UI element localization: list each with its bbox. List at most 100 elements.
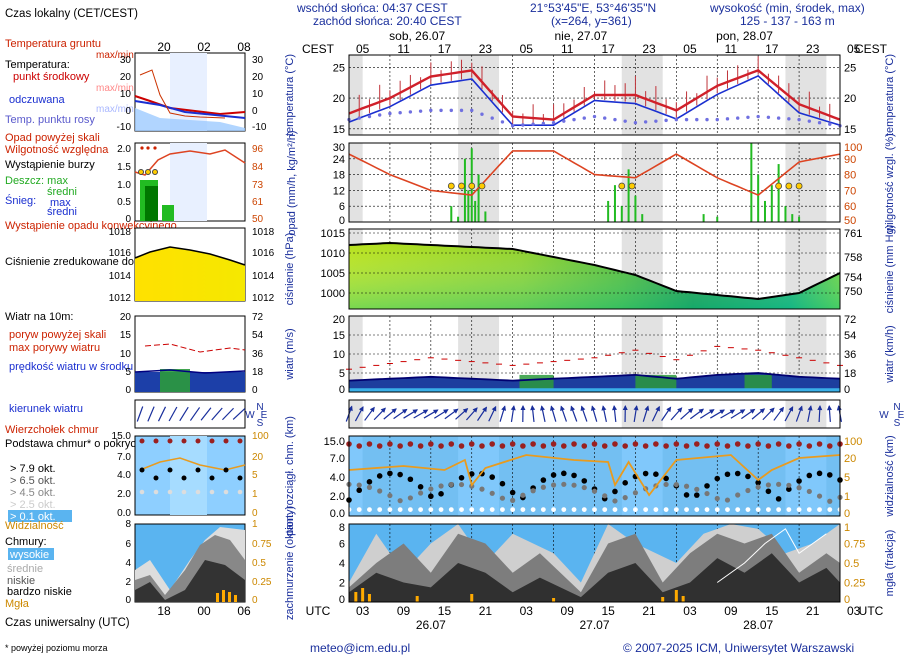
- temp-left-tick-0: 25: [333, 62, 345, 74]
- pres-left-tick-3: 1000: [321, 288, 345, 300]
- legend-cov-vlow: [135, 560, 245, 602]
- lw-r2: 36: [252, 349, 264, 360]
- email-link[interactable]: meteo@icm.edu.pl: [310, 641, 411, 655]
- frame-pres: [348, 228, 841, 310]
- cloud-base-dot-a-69: [816, 470, 823, 477]
- legend-base-dot-3: [181, 475, 187, 481]
- pres-left-tick-2: 1005: [321, 268, 345, 280]
- top-hour-12: 05: [847, 42, 861, 56]
- top-day-1: nie, 27.07: [555, 29, 608, 43]
- cloud-base-dot-a-30: [550, 472, 557, 478]
- cloud-base-dot-a-66: [796, 478, 802, 484]
- cloud-band-0: [349, 436, 363, 516]
- pressure-line: [348, 241, 841, 301]
- dew-point-69: [817, 120, 822, 125]
- dew-point-49.5: [684, 117, 689, 122]
- legend-prec-night: [170, 143, 207, 221]
- title-wind-right: wiatr (km/h): [884, 325, 896, 383]
- lc-l4: 0.0: [117, 508, 131, 519]
- cov-right-tick-1: 0.75: [844, 539, 865, 551]
- dew-point-10.5: [418, 109, 423, 113]
- dew-point-7.5: [398, 110, 402, 115]
- top-day-0: sob, 26.07: [389, 29, 445, 43]
- cloud-base-dot-b-42: [632, 490, 639, 496]
- cloud-base-dot-c-6: [387, 507, 393, 512]
- lt-l4: -10: [117, 122, 132, 133]
- top-tz-right: CEST: [855, 42, 888, 56]
- bottom-hour-0: 03: [356, 604, 370, 618]
- lpr-r0: 1018: [252, 227, 275, 238]
- temp-right-tick-1: 20: [844, 93, 856, 105]
- cloud-base-dot-c-19.5: [479, 507, 485, 512]
- rain-bar-17: [757, 174, 760, 222]
- legend-arrow-0: [136, 406, 144, 422]
- dew-point-31.5: [562, 119, 566, 123]
- dew-point-48: [674, 117, 679, 122]
- cloud-base-dot-b-24: [510, 497, 516, 503]
- cloud-base-dot-b-51: [694, 486, 700, 492]
- dew-point-43.5: [643, 120, 648, 124]
- cov-high-line: [716, 528, 827, 583]
- wind-left-tick-0: 20: [333, 314, 345, 326]
- lp-r3: 61: [252, 197, 264, 208]
- frame-cloud: [348, 435, 841, 517]
- legend-arrow-4: [179, 406, 189, 422]
- legend-arrow-9: [232, 408, 246, 420]
- legend-cloud-dots: [139, 438, 243, 495]
- fog-bar-0: [354, 592, 358, 602]
- pres-right-tick-3: 750: [844, 286, 862, 298]
- cloud-top-dot-4.5: [376, 443, 383, 449]
- wind-arrowhead-39: [612, 405, 618, 411]
- rain-bar-19: [770, 185, 773, 222]
- night-band-prec-3: [785, 143, 827, 222]
- legend-visibility: Widzialność: [5, 520, 64, 532]
- wind-arrowhead-7.5: [401, 408, 408, 414]
- wind-arrowhead-21: [491, 405, 497, 412]
- prec-left-tick-3: 12: [333, 185, 345, 197]
- fog-bar-6: [661, 597, 665, 602]
- wind-green-1: [635, 374, 677, 392]
- lt-r0: 30: [252, 55, 264, 66]
- legend-rain-mid-bars: [145, 186, 158, 221]
- legend-wind-fill2: [160, 369, 190, 392]
- cloud-top-dot-31.5: [561, 443, 567, 449]
- cloud-base-dot-c-49.5: [684, 507, 689, 512]
- legend-okt-4-bg: [8, 510, 72, 522]
- rain-bar-12: [634, 195, 637, 222]
- lt-l1: 20: [120, 72, 132, 83]
- bottom-hour-5: 09: [561, 604, 575, 618]
- cloud-top-dot-39: [612, 441, 618, 447]
- rain-bar-3: [467, 190, 470, 222]
- cloud-base-dot-a-21: [489, 474, 496, 480]
- wind-arrowhead-43.5: [644, 405, 650, 411]
- dew-point-25.5: [521, 123, 525, 127]
- title-prec-left: opad (mm/h, kg/m²/h): [286, 130, 298, 235]
- legend-snow: Śnieg:: [5, 194, 36, 207]
- bottom-hour-11: 21: [806, 604, 820, 618]
- fog-bar-7: [674, 590, 678, 602]
- cloud-base-dot-c-31.5: [561, 507, 567, 512]
- legend-okt-0: > 7.9 okt.: [10, 463, 56, 475]
- cov-very-low: [349, 553, 840, 602]
- legend-fog-bar-1: [222, 590, 225, 602]
- cloud-base-dot-a-70.5: [826, 472, 833, 478]
- cloud-base-dot-a-13.5: [438, 491, 444, 497]
- cloud-top-dot-57: [734, 441, 741, 447]
- cloud-top-dot-24: [509, 441, 516, 447]
- cloud-base-dot-b-16.5: [458, 481, 465, 488]
- dew-point-30: [551, 120, 556, 125]
- cloud-top-dot-48: [673, 441, 680, 447]
- dew-point-57: [736, 116, 740, 120]
- wind-arrowhead-64.5: [788, 406, 794, 412]
- bottom-hour-2: 15: [438, 604, 452, 618]
- legend-wind-mean-1: prędkość wiatru w środku obszaru: [9, 361, 175, 373]
- cov-left-tick-1: 6: [339, 539, 345, 551]
- rain-bar-1: [457, 216, 460, 222]
- legend-soil-temp-sub: max/min: [96, 50, 134, 61]
- lc-l2: 4.0: [117, 470, 131, 481]
- top-hour-3: 23: [479, 42, 493, 56]
- dew-point-52.5: [705, 117, 709, 122]
- cloud-base-dot-a-61.5: [765, 488, 772, 495]
- cloud-left-tick-2: 4.0: [330, 472, 345, 484]
